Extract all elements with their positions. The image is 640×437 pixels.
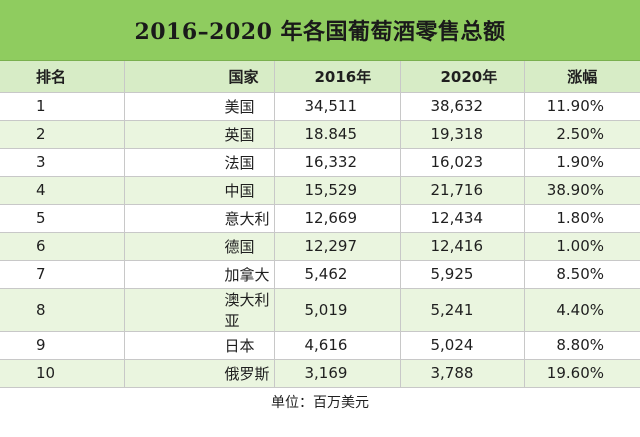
cell-2016: 34,511 — [274, 92, 401, 121]
cell-country: 法国 — [124, 148, 275, 177]
unit-note: 单位：百万美元 — [0, 387, 640, 416]
table-row: 3 法国 16,332 16,023 1.90% — [0, 148, 640, 177]
cell-2020: 3,788 — [400, 359, 525, 388]
table-row: 7 加拿大 5,462 5,925 8.50% — [0, 260, 640, 289]
cell-2016: 15,529 — [274, 176, 401, 205]
cell-country: 日本 — [124, 331, 275, 360]
cell-country: 英国 — [124, 120, 275, 149]
cell-growth: 19.60% — [524, 359, 640, 388]
cell-rank: 5 — [0, 204, 125, 233]
cell-rank: 8 — [0, 288, 125, 332]
column-header-growth: 涨幅 — [524, 61, 640, 93]
cell-country: 加拿大 — [124, 260, 275, 289]
table-body: 1 美国 34,511 38,632 11.90% 2 英国 18.845 19,318 2.50… — [0, 92, 640, 388]
wine-retail-table: 排名 国家 2016年 2020年 涨幅 1 美国 34,511 38,632 11.9… — [0, 61, 640, 388]
table-title: 2016–2020 年各国葡萄酒零售总额 — [134, 19, 506, 45]
cell-2016: 4,616 — [274, 331, 401, 360]
cell-2016: 5,462 — [274, 260, 401, 289]
column-header-rank: 排名 — [0, 61, 125, 93]
cell-2020: 38,632 — [400, 92, 525, 121]
cell-growth: 11.90% — [524, 92, 640, 121]
cell-2020: 5,024 — [400, 331, 525, 360]
cell-growth: 1.00% — [524, 232, 640, 261]
cell-2016: 5,019 — [274, 288, 401, 332]
cell-rank: 10 — [0, 359, 125, 388]
cell-rank: 2 — [0, 120, 125, 149]
title-bar: 2016–2020 年各国葡萄酒零售总额 — [0, 0, 640, 61]
table-row: 8 澳大利亚 5,019 5,241 4.40% — [0, 288, 640, 332]
table-row: 9 日本 4,616 5,024 8.80% — [0, 331, 640, 360]
cell-rank: 6 — [0, 232, 125, 261]
column-header-2020: 2020年 — [400, 61, 525, 93]
cell-2020: 5,925 — [400, 260, 525, 289]
cell-2016: 12,669 — [274, 204, 401, 233]
cell-country: 中国 — [124, 176, 275, 205]
table-row: 5 意大利 12,669 12,434 1.80% — [0, 204, 640, 233]
cell-rank: 4 — [0, 176, 125, 205]
table-row: 2 英国 18.845 19,318 2.50% — [0, 120, 640, 149]
cell-2020: 12,434 — [400, 204, 525, 233]
cell-2016: 16,332 — [274, 148, 401, 177]
cell-country: 俄罗斯 — [124, 359, 275, 388]
cell-2016: 3,169 — [274, 359, 401, 388]
cell-country: 美国 — [124, 92, 275, 121]
cell-rank: 1 — [0, 92, 125, 121]
table-row: 10 俄罗斯 3,169 3,788 19.60% — [0, 359, 640, 388]
column-header-2016: 2016年 — [274, 61, 401, 93]
cell-2016: 12,297 — [274, 232, 401, 261]
table-row: 6 德国 12,297 12,416 1.00% — [0, 232, 640, 261]
cell-2016: 18.845 — [274, 120, 401, 149]
cell-growth: 4.40% — [524, 288, 640, 332]
cell-growth: 1.90% — [524, 148, 640, 177]
cell-2020: 5,241 — [400, 288, 525, 332]
column-header-country: 国家 — [124, 61, 275, 93]
cell-country: 澳大利亚 — [124, 288, 275, 332]
cell-2020: 16,023 — [400, 148, 525, 177]
cell-2020: 19,318 — [400, 120, 525, 149]
cell-rank: 9 — [0, 331, 125, 360]
cell-2020: 21,716 — [400, 176, 525, 205]
table-header-row: 排名 国家 2016年 2020年 涨幅 — [0, 61, 640, 93]
cell-growth: 38.90% — [524, 176, 640, 205]
cell-growth: 1.80% — [524, 204, 640, 233]
table-row: 1 美国 34,511 38,632 11.90% — [0, 92, 640, 121]
cell-growth: 2.50% — [524, 120, 640, 149]
cell-2020: 12,416 — [400, 232, 525, 261]
cell-rank: 3 — [0, 148, 125, 177]
cell-rank: 7 — [0, 260, 125, 289]
cell-country: 意大利 — [124, 204, 275, 233]
table-row: 4 中国 15,529 21,716 38.90% — [0, 176, 640, 205]
cell-country: 德国 — [124, 232, 275, 261]
cell-growth: 8.80% — [524, 331, 640, 360]
cell-growth: 8.50% — [524, 260, 640, 289]
